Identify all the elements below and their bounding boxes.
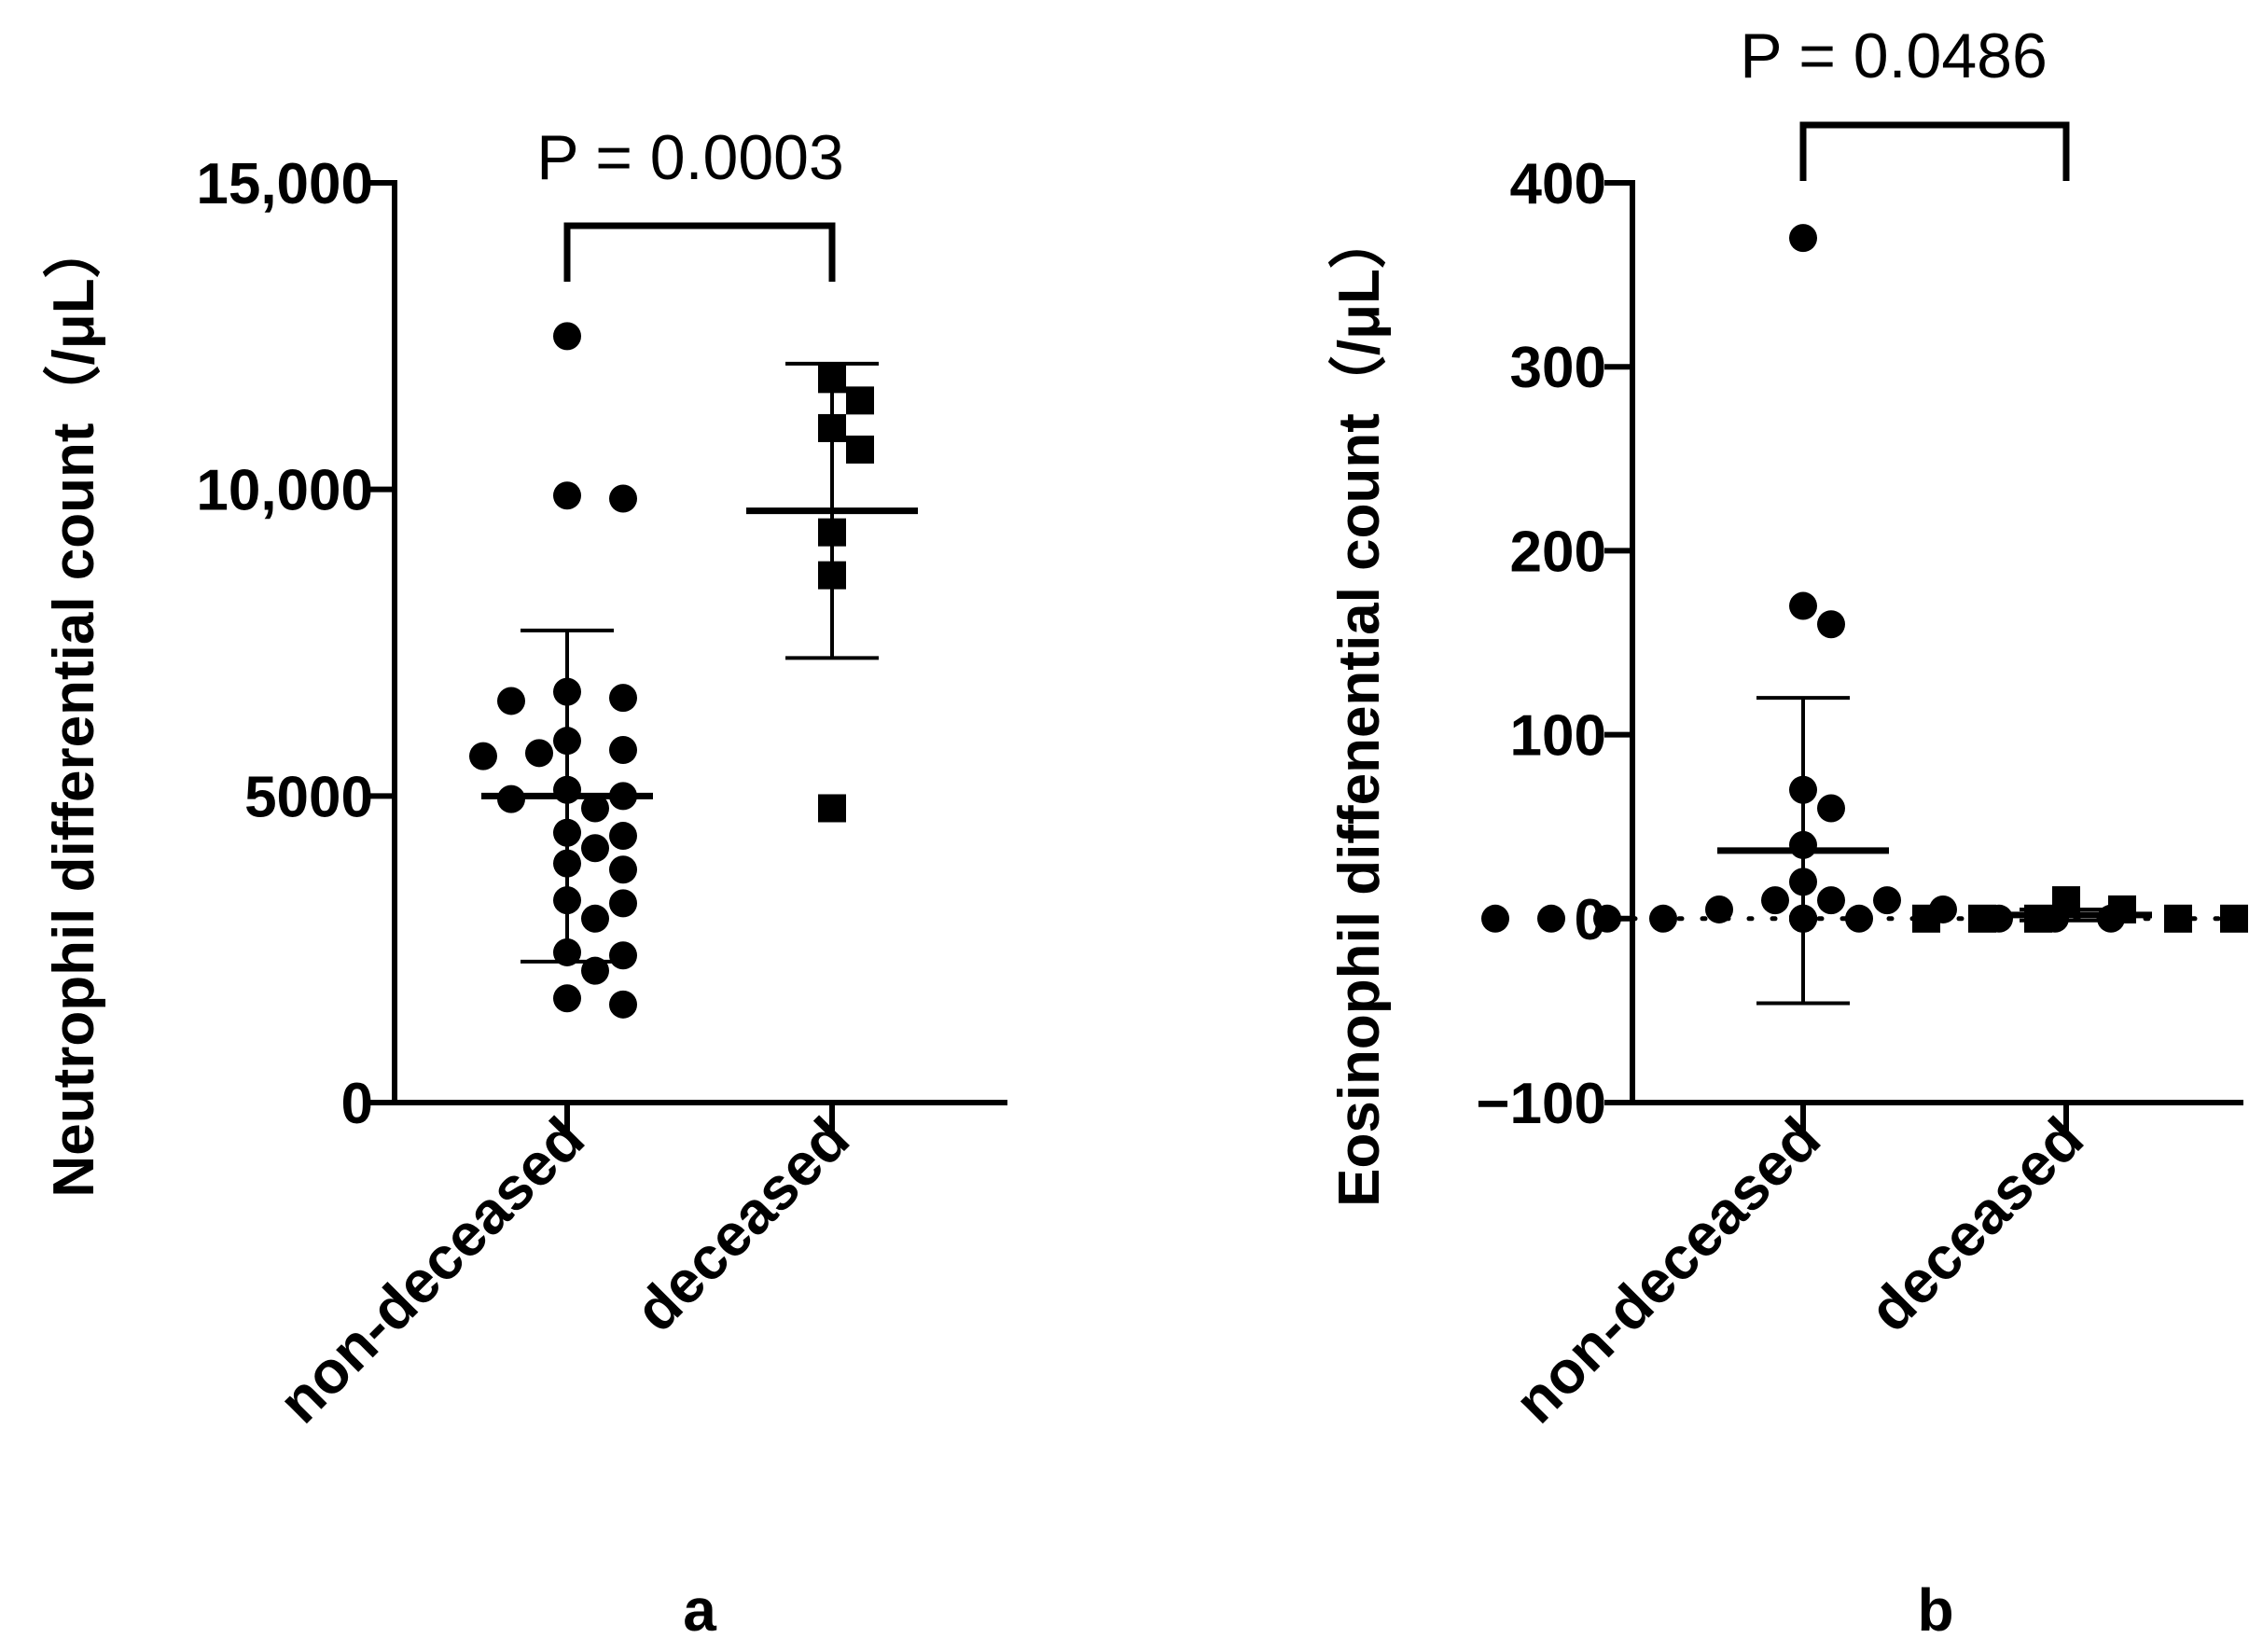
- data-point-circle: [1649, 904, 1677, 933]
- data-point-circle: [609, 684, 637, 713]
- data-point-square: [2164, 904, 2192, 933]
- data-point-circle: [553, 481, 581, 510]
- data-point-circle: [609, 484, 637, 513]
- data-point-square: [818, 365, 846, 394]
- panel-a: Neutrophil differential count（/μL） 0 5000…: [41, 122, 1007, 1644]
- data-point-circle: [581, 904, 609, 933]
- data-point-circle: [1789, 224, 1817, 253]
- data-point-square: [846, 386, 874, 415]
- data-point-circle: [1789, 775, 1817, 804]
- data-point-circle: [1537, 904, 1565, 933]
- data-point-square: [818, 794, 846, 823]
- data-point-circle: [1593, 904, 1621, 933]
- x-category-label: deceased: [622, 1104, 862, 1344]
- data-point-circle: [553, 322, 581, 351]
- data-point-square: [1912, 904, 1940, 933]
- data-point-square: [2052, 886, 2080, 915]
- data-point-circle: [1481, 904, 1509, 933]
- significance-bracket: [1799, 121, 2070, 181]
- data-point-circle: [553, 727, 581, 756]
- y-tick-label: 0: [1575, 888, 1606, 952]
- y-tick-label: 100: [1510, 704, 1606, 769]
- data-point-square: [818, 413, 846, 442]
- y-tick-label: 15,000: [196, 152, 373, 216]
- data-point-square: [2108, 895, 2136, 923]
- panel-b: Eosinophil diffenential count（/μL） −100 0…: [1326, 21, 2248, 1644]
- data-point-circle: [1705, 895, 1733, 923]
- data-point-circle: [1817, 794, 1845, 823]
- data-point-square: [2024, 904, 2052, 933]
- data-point-square: [846, 435, 874, 464]
- data-point-circle: [581, 956, 609, 985]
- data-point-square: [818, 518, 846, 547]
- y-tick-label: 5000: [244, 765, 373, 829]
- data-point-circle: [1817, 886, 1845, 915]
- data-point-circle: [609, 822, 637, 851]
- data-point-circle: [1789, 868, 1817, 896]
- data-point-circle: [553, 775, 581, 804]
- y-tick-label: 200: [1510, 520, 1606, 584]
- y-axis-title: Neutrophil differential count（/μL）: [41, 220, 106, 1197]
- data-point-circle: [469, 742, 497, 770]
- panel-label: a: [683, 1576, 716, 1644]
- x-category-label: deceased: [1856, 1104, 2096, 1344]
- data-point-square: [1968, 904, 1996, 933]
- y-tick-label: 0: [341, 1072, 373, 1136]
- y-axis-title: Eosinophil diffenential count（/μL）: [1326, 211, 1392, 1207]
- panel-label: b: [1917, 1576, 1953, 1644]
- p-value-label: P = 0.0486: [1740, 21, 2048, 91]
- data-point-circle: [553, 984, 581, 1013]
- bracket-line: [1799, 121, 2070, 181]
- y-tick-label: 10,000: [196, 459, 373, 523]
- p-value-label: P = 0.0003: [536, 122, 844, 193]
- data-point-circle: [581, 834, 609, 863]
- data-point-circle: [609, 941, 637, 970]
- data-point-circle: [1817, 610, 1845, 639]
- data-point-circle: [1789, 830, 1817, 859]
- significance-bracket: [563, 222, 836, 282]
- data-point-square: [818, 561, 846, 590]
- x-category-label: non-deceased: [266, 1104, 597, 1436]
- data-point-circle: [1789, 591, 1817, 620]
- data-point-circle: [609, 736, 637, 765]
- data-point-circle: [609, 889, 637, 918]
- y-tick-label: −100: [1476, 1072, 1606, 1136]
- data-point-circle: [553, 849, 581, 878]
- data-point-circle: [1789, 904, 1817, 933]
- data-point-circle: [1845, 904, 1873, 933]
- y-tick-label: 300: [1510, 336, 1606, 400]
- data-point-circle: [1761, 886, 1789, 915]
- data-point-circle: [497, 687, 525, 715]
- x-category-label: non-deceased: [1502, 1104, 1833, 1436]
- data-point-circle: [581, 794, 609, 823]
- y-tick-label: 400: [1510, 152, 1606, 216]
- data-point-circle: [525, 739, 553, 768]
- data-point-circle: [1873, 886, 1901, 915]
- data-point-square: [2220, 904, 2248, 933]
- data-point-circle: [553, 818, 581, 847]
- data-point-circle: [609, 855, 637, 884]
- data-point-circle: [609, 782, 637, 811]
- data-point-circle: [553, 937, 581, 966]
- data-point-circle: [553, 677, 581, 706]
- data-point-circle: [609, 990, 637, 1019]
- data-point-circle: [553, 886, 581, 915]
- data-point-circle: [497, 784, 525, 813]
- bracket-line: [563, 222, 836, 282]
